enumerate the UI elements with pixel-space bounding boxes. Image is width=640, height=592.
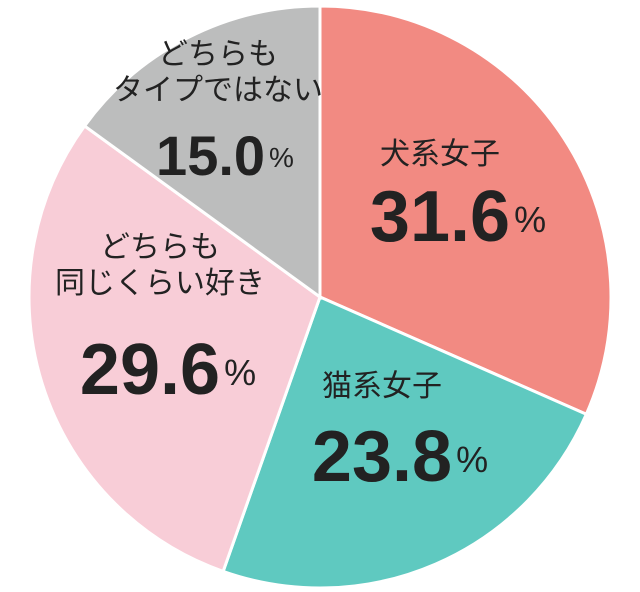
value-label: 31.6% (370, 177, 546, 257)
slice-label: 猫系女子 (322, 369, 442, 404)
pie-slice (221, 294, 589, 590)
slice-label: どちらもタイプではない (113, 37, 323, 108)
pie-slice (27, 123, 322, 574)
slice-label: 犬系女子 (380, 137, 500, 172)
pie-slice (82, 4, 322, 300)
slice-label: どちらも同じくらい好き (55, 230, 265, 301)
pie-slice (318, 4, 613, 417)
value-label: 15.0% (156, 124, 294, 187)
value-label: 23.8% (312, 417, 488, 497)
value-label: 29.6% (80, 330, 256, 410)
